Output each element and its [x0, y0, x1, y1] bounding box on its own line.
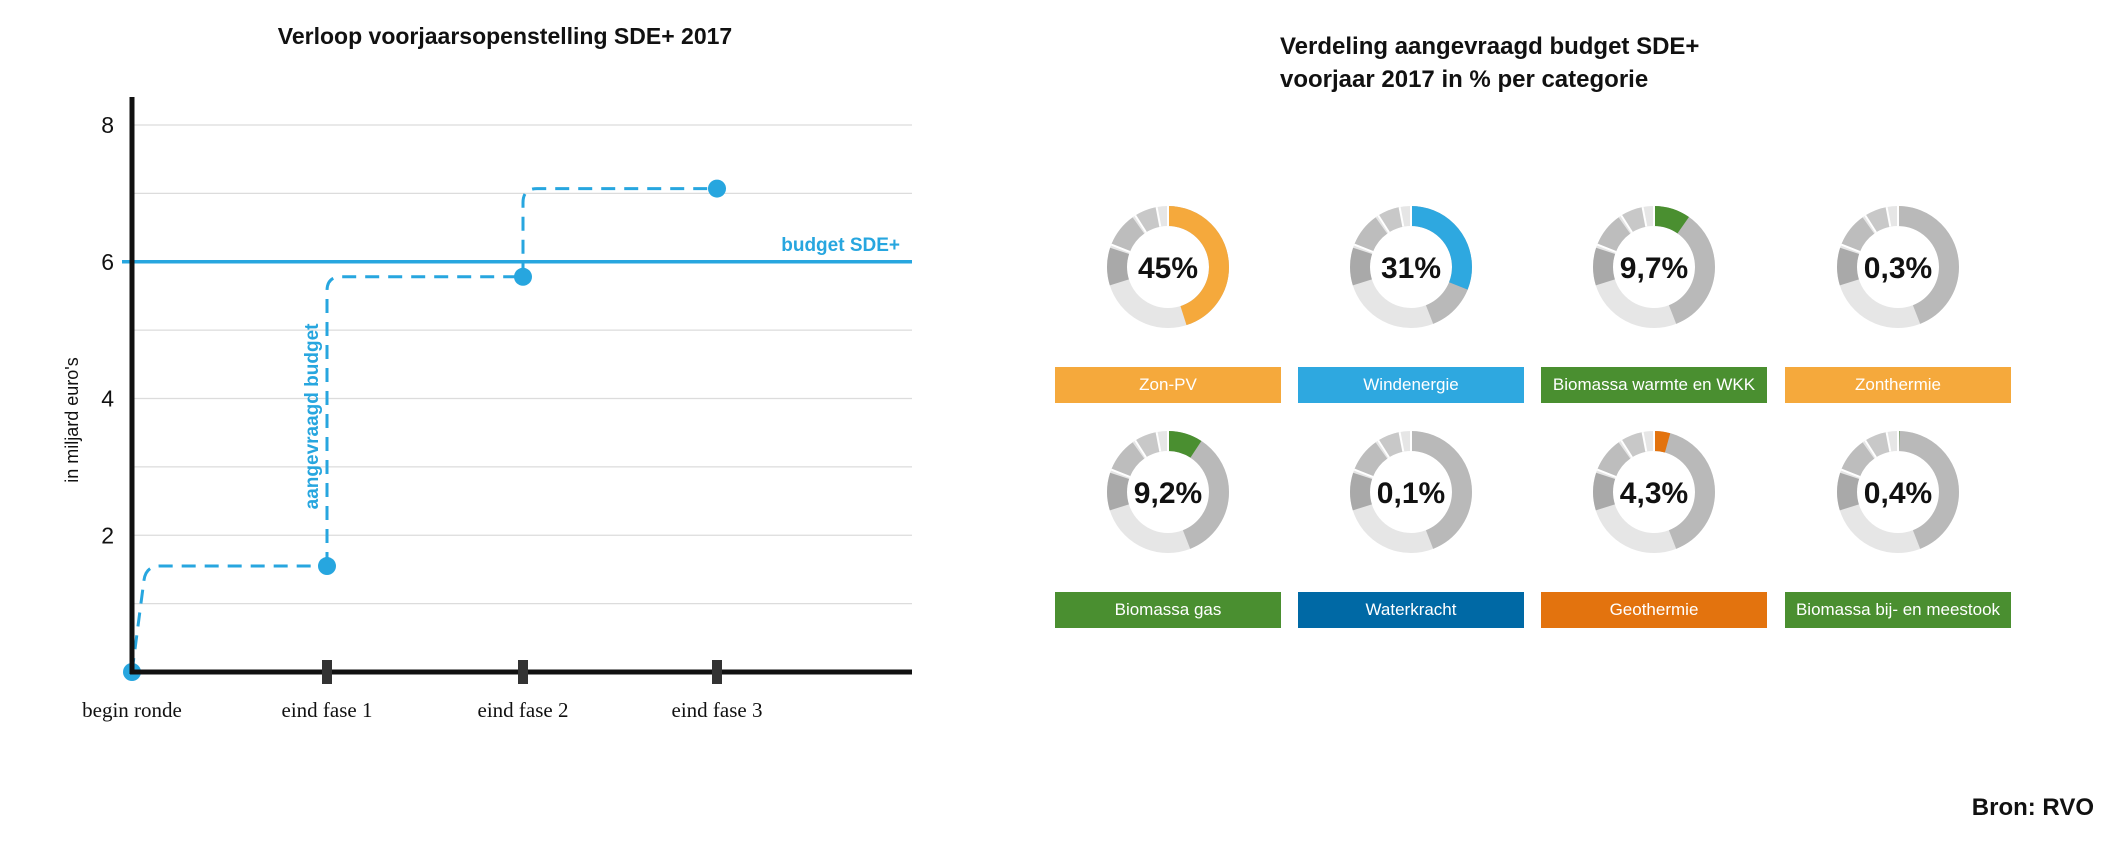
donut-separator	[1596, 468, 1617, 478]
requested-budget-point	[708, 179, 726, 198]
x-tick-label: eind fase 2	[478, 698, 569, 722]
donut-separator	[1840, 243, 1861, 253]
donut-category-label: Biomassa warmte en WKK	[1541, 367, 1767, 403]
requested-budget-line	[130, 187, 717, 673]
donut-category-label: Windenergie	[1298, 367, 1524, 403]
donut-separator	[1864, 214, 1877, 233]
donut-separator	[1596, 243, 1617, 253]
donut-chart: 0,1%	[1350, 431, 1472, 553]
donut-separator	[1134, 214, 1147, 233]
donut-separator	[1398, 206, 1405, 227]
donut-separator	[1641, 431, 1648, 452]
donut-item: 0,1% Waterkracht	[1298, 424, 1524, 629]
donut-title-line-1: Verdeling aangevraagd budget SDE+	[1280, 33, 1700, 60]
donut-bg-segment	[1107, 431, 1229, 553]
donut-percentage: 0,3%	[1864, 252, 1932, 285]
donut-bg-segment	[1837, 431, 1959, 553]
donut-chart: 0,3%	[1837, 206, 1959, 328]
donut-item: 9,2% Biomassa gas	[1055, 424, 1281, 629]
donut-percentage: 0,1%	[1377, 477, 1445, 510]
y-tick-label: 8	[101, 112, 114, 138]
donut-separator	[1620, 439, 1633, 458]
donut-category-label: Biomassa bij- en meestook	[1785, 592, 2011, 628]
donut-bg-segment	[1837, 206, 1959, 328]
donut-section-title: Verdeling aangevraagd budget SDE+ voorja…	[1280, 30, 1699, 96]
donut-bg-segment	[1350, 206, 1472, 328]
donut-percentage: 45%	[1138, 252, 1198, 285]
requested-budget-point	[318, 557, 336, 576]
x-tick-label: eind fase 1	[282, 698, 373, 722]
donut-separator	[1377, 214, 1390, 233]
x-tick	[712, 660, 722, 684]
donut-item: 4,3% Geothermie	[1541, 424, 1767, 629]
donut-chart: 0,4%	[1837, 431, 1959, 553]
donut-item: 31% Windenergie	[1298, 199, 1524, 404]
donut-separator	[1885, 206, 1892, 227]
donut-separator	[1134, 439, 1147, 458]
donut-bg-segment	[1593, 431, 1715, 553]
donut-category-label: Waterkracht	[1298, 592, 1524, 628]
donut-percentage: 9,2%	[1134, 477, 1202, 510]
donut-category-label: Geothermie	[1541, 592, 1767, 628]
chart-title: Verloop voorjaarsopenstelling SDE+ 2017	[278, 23, 732, 49]
y-tick-label: 4	[101, 386, 114, 412]
donut-separator	[1840, 468, 1861, 478]
line-chart: Verloop voorjaarsopenstelling SDE+ 2017 2…	[62, 23, 912, 722]
donut-chart: 9,7%	[1593, 206, 1715, 328]
y-tick-label: 2	[101, 522, 114, 548]
donut-percentage: 9,7%	[1620, 252, 1688, 285]
donut-percentage: 0,4%	[1864, 477, 1932, 510]
donut-percentage: 4,3%	[1620, 477, 1688, 510]
donut-separator	[1377, 439, 1390, 458]
donut-chart: 45%	[1107, 206, 1229, 328]
x-tick-label: eind fase 3	[672, 698, 763, 722]
donut-separator	[1398, 431, 1405, 452]
donut-separator	[1353, 243, 1374, 253]
donut-separator	[1864, 439, 1877, 458]
donut-item: 0,3% Zonthermie	[1785, 199, 2011, 404]
budget-line-label: budget SDE+	[781, 235, 900, 256]
donut-separator	[1155, 431, 1162, 452]
donut-item: 45% Zon-PV	[1055, 199, 1281, 404]
requested-budget-point	[514, 267, 532, 286]
x-tick	[518, 660, 528, 684]
donut-chart: 31%	[1350, 206, 1472, 328]
donut-title-line-2: voorjaar 2017 in % per categorie	[1280, 66, 1649, 93]
donut-bg-segment	[1350, 431, 1472, 553]
donut-category-label: Zon-PV	[1055, 367, 1281, 403]
donut-bg-segment	[1593, 206, 1715, 328]
donut-separator	[1620, 214, 1633, 233]
donut-percentage: 31%	[1381, 252, 1441, 285]
y-tick-label: 6	[101, 249, 114, 275]
donut-separator	[1110, 468, 1131, 478]
donut-category-label: Zonthermie	[1785, 367, 2011, 403]
donut-bg-segment	[1107, 206, 1229, 328]
donut-separator	[1353, 468, 1374, 478]
x-tick-label: begin ronde	[82, 698, 182, 722]
x-tick	[322, 660, 332, 684]
donut-chart: 9,2%	[1107, 431, 1229, 553]
donut-item: 0,4% Biomassa bij- en meestook	[1785, 424, 2011, 629]
donut-separator	[1641, 206, 1648, 227]
requested-budget-label: aangevraagd budget	[302, 323, 323, 509]
donut-separator	[1155, 206, 1162, 227]
donut-category-label: Biomassa gas	[1055, 592, 1281, 628]
donut-item: 9,7% Biomassa warmte en WKK	[1541, 199, 1767, 404]
source-credit: Bron: RVO	[1971, 794, 2094, 821]
donut-separator	[1110, 243, 1131, 253]
donut-chart: 4,3%	[1593, 431, 1715, 553]
y-axis-label: in miljard euro's	[62, 357, 82, 482]
donut-separator	[1885, 431, 1892, 452]
